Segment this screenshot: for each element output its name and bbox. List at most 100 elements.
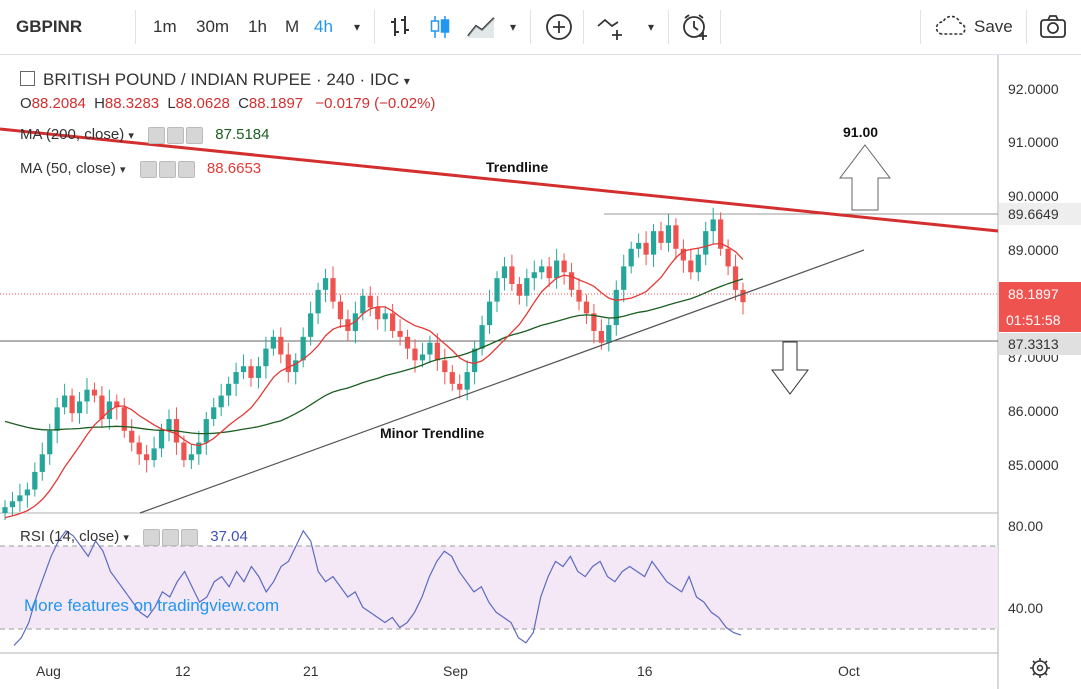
collapse-icon[interactable] — [20, 71, 35, 86]
up-arrow-icon — [838, 144, 892, 211]
compare-icon[interactable] — [596, 12, 626, 42]
resistance-badge-text: 89.6649 — [1008, 206, 1059, 222]
candle-body — [732, 266, 739, 290]
candle-body — [300, 336, 306, 361]
candle-body — [255, 366, 262, 378]
ma200-legend[interactable]: MA (200, close) ▾ 87.5184 — [20, 126, 270, 144]
candle-body — [576, 289, 582, 302]
style-dropdown-icon[interactable]: ▾ — [510, 20, 517, 34]
candle-body — [643, 242, 649, 255]
close-icon — [143, 528, 200, 546]
change-value: −0.0179 (−0.02%) — [315, 95, 436, 112]
price-tick: 90.0000 — [1008, 188, 1059, 204]
ma50-value: 88.6653 — [206, 160, 262, 177]
price-tick: 85.0000 — [1008, 457, 1059, 473]
add-indicator-icon[interactable] — [544, 12, 574, 42]
time-tick: 16 — [637, 663, 653, 679]
tradingview-watermark[interactable]: More features on tradingview.com — [24, 596, 280, 615]
candle-body — [226, 383, 232, 396]
time-tick: Sep — [443, 663, 468, 679]
candle-body — [166, 419, 172, 431]
candle-body — [628, 248, 634, 267]
low-value: 88.0628 — [175, 95, 230, 112]
symbol-search[interactable]: GBPINR — [16, 17, 83, 36]
area-style-icon[interactable] — [466, 12, 496, 42]
candle-body — [457, 383, 463, 390]
compare-dropdown-icon[interactable]: ▾ — [648, 20, 655, 34]
candle-body — [367, 295, 373, 308]
candle-body — [680, 248, 686, 261]
trendline-label: Trendline — [486, 159, 548, 175]
candle-body — [9, 501, 16, 508]
save-button[interactable]: Save — [974, 17, 1013, 36]
interval-1m[interactable]: 1m — [153, 17, 177, 36]
candle-body — [419, 354, 426, 361]
alert-clock-icon[interactable] — [680, 12, 710, 42]
top-toolbar: GBPINR 1m 30m 1h M 4h ▾ ▾ ▾ Save — [0, 0, 1081, 55]
rsi-line — [13, 529, 742, 646]
chart-title-row: BRITISH POUND / INDIAN RUPEE · 240 · IDC… — [20, 70, 410, 90]
price-tick: 92.0000 — [1008, 81, 1059, 97]
cloud-save-icon[interactable] — [934, 12, 970, 42]
candle-body — [695, 254, 701, 273]
candle-body — [598, 330, 604, 343]
candle-body — [360, 295, 366, 314]
candle-body — [144, 454, 150, 461]
candle-body — [390, 313, 396, 331]
candle-body — [322, 278, 329, 290]
candle-body — [382, 313, 388, 320]
candle-body — [24, 489, 30, 496]
rsi-band — [0, 546, 998, 629]
camera-icon[interactable] — [1038, 12, 1068, 42]
candle-body — [434, 342, 440, 361]
bar-style-icon[interactable] — [386, 12, 416, 42]
interval-dropdown-icon[interactable]: ▾ — [354, 20, 361, 34]
support-badge — [999, 333, 1081, 355]
settings-icon — [139, 160, 197, 178]
candle-body — [62, 395, 68, 408]
candle-body — [240, 366, 247, 373]
candle-body — [315, 289, 321, 314]
candle-body — [673, 225, 679, 249]
candle-body — [337, 301, 344, 320]
interval-month[interactable]: M — [285, 17, 300, 36]
candle-body — [703, 231, 709, 255]
down-arrow-icon — [771, 341, 809, 395]
candle-body — [561, 260, 567, 273]
minor-trendline-label: Minor Trendline — [380, 425, 484, 441]
candle-body — [270, 336, 276, 349]
interval-4h[interactable]: 4h — [314, 17, 333, 36]
candle-body — [188, 454, 194, 461]
chevron-down-icon[interactable]: ▾ — [403, 74, 410, 88]
candle-body — [427, 342, 433, 355]
rsi-legend[interactable]: RSI (14, close) ▾ 37.04 — [20, 528, 248, 546]
time-tick: 12 — [175, 663, 191, 679]
interval-30m[interactable]: 30m — [196, 17, 230, 36]
time-tick: 21 — [303, 663, 319, 679]
close-value: 88.1897 — [248, 95, 304, 112]
candle-body — [591, 313, 597, 331]
rsi-value: 37.04 — [210, 528, 248, 545]
candle-body — [91, 389, 98, 396]
interval-1h[interactable]: 1h — [248, 17, 267, 36]
candles-style-icon[interactable] — [425, 12, 455, 42]
candle-body — [196, 442, 202, 455]
candle-body — [151, 448, 157, 461]
toolbar-divider — [583, 10, 584, 44]
candle-body — [84, 389, 90, 402]
candle-body — [621, 266, 627, 290]
price-tick: 89.0000 — [1008, 242, 1059, 258]
ma50-legend[interactable]: MA (50, close) ▾ 88.6653 — [20, 160, 262, 178]
time-tick: Aug — [36, 663, 61, 679]
chart-canvas[interactable]: Trendline Minor Trendline 91.00 Aug 12 2… — [0, 55, 1081, 689]
gear-icon — [1030, 658, 1050, 678]
candle-body — [32, 471, 38, 490]
candle-body — [248, 366, 254, 378]
toolbar-divider — [1026, 10, 1027, 44]
candle-body — [308, 313, 314, 337]
candle-body — [449, 372, 455, 384]
candle-body — [650, 231, 657, 255]
ma200-line — [4, 278, 744, 435]
candle-body — [203, 419, 209, 443]
price-tick: 86.0000 — [1008, 403, 1059, 419]
